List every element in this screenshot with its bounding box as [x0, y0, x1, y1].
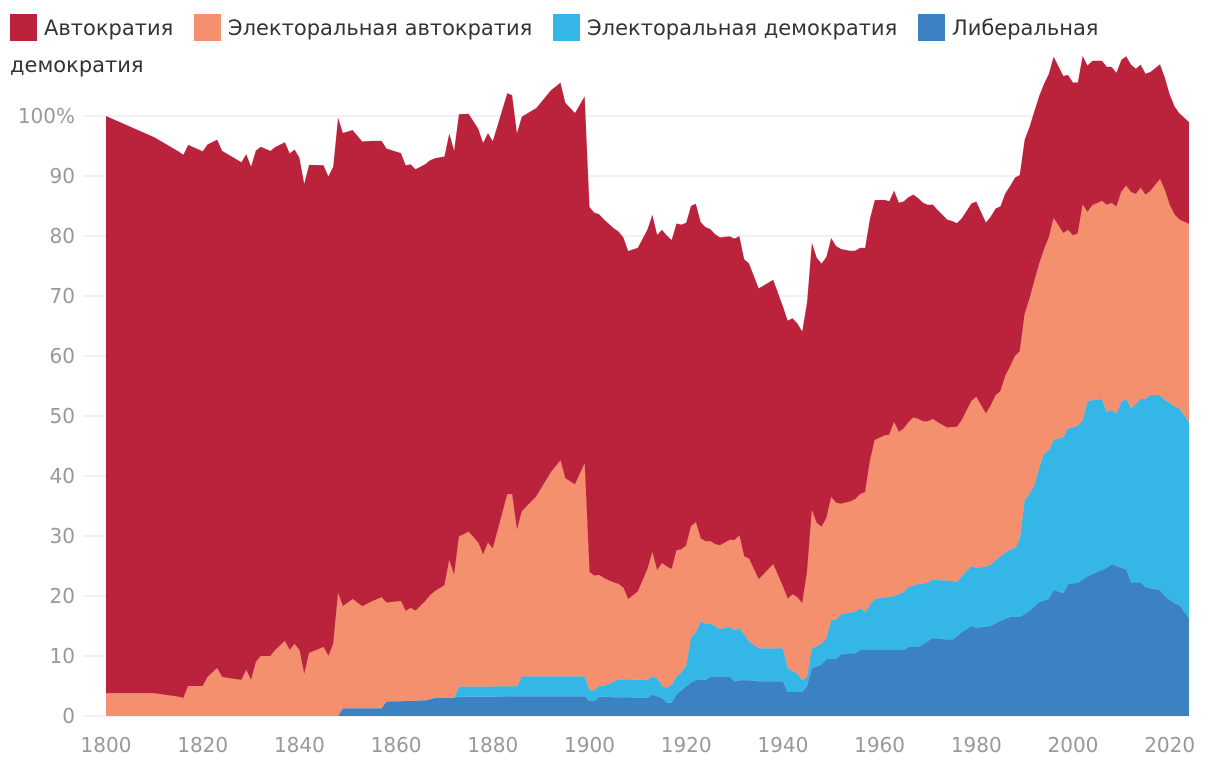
x-tick-label: 1800: [81, 733, 132, 757]
x-tick-label: 1880: [467, 733, 518, 757]
y-tick-label: 50: [50, 404, 75, 428]
area-series: [106, 55, 1189, 716]
x-tick-label: 1940: [757, 733, 808, 757]
legend-label-electoral-democracy: Электоральная демократия: [587, 16, 898, 40]
legend-label-autocracy: Автократия: [44, 16, 174, 40]
legend-label-liberal-democracy: Либеральная демократия: [10, 16, 1099, 77]
y-tick-label: 10: [50, 644, 75, 668]
legend-item-electoral-democracy[interactable]: Электоральная демократия: [553, 14, 898, 41]
x-axis: 1800 1820 1840 1860 1880 1900 1920 1940 1960 1980…: [81, 733, 1196, 757]
y-tick-label: 90: [50, 164, 75, 188]
legend-swatch-electoral-democracy: [553, 14, 581, 41]
legend-swatch-autocracy: [10, 14, 37, 41]
area-liberal-democracy: [106, 564, 1189, 716]
area-electoral-democracy: [106, 395, 1189, 716]
x-tick-label: 1860: [371, 733, 422, 757]
y-tick-label: 0: [62, 704, 75, 728]
y-axis: 0 10 20 30 40 50 60 70 80 90 100%: [18, 104, 75, 728]
y-tick-label: 100%: [18, 104, 75, 128]
y-tick-label: 80: [50, 224, 75, 248]
x-tick-label: 1960: [854, 733, 905, 757]
y-tick-label: 70: [50, 284, 75, 308]
x-tick-label: 1920: [661, 733, 712, 757]
legend-label-electoral-autocracy: Электоральная автократия: [227, 16, 533, 40]
y-tick-label: 30: [50, 524, 75, 548]
legend-swatch-electoral-autocracy: [193, 14, 221, 41]
x-tick-label: 2000: [1048, 733, 1099, 757]
x-tick-label: 2020: [1144, 733, 1195, 757]
chart-legend: Автократия Электоральная автократия Элек…: [10, 10, 1140, 84]
y-tick-label: 40: [50, 464, 75, 488]
area-electoral-autocracy: [106, 179, 1189, 716]
legend-item-electoral-autocracy[interactable]: Электоральная автократия: [193, 14, 533, 41]
legend-swatch-liberal-democracy: [917, 14, 945, 41]
x-tick-label: 1820: [177, 733, 228, 757]
x-tick-label: 1840: [274, 733, 325, 757]
legend-item-autocracy[interactable]: Автократия: [10, 14, 174, 41]
y-tick-label: 20: [50, 584, 75, 608]
x-tick-label: 1900: [564, 733, 615, 757]
area-autocracy: [106, 55, 1189, 698]
legend-item-liberal-democracy[interactable]: Либеральная демократия: [10, 14, 1099, 77]
y-tick-label: 60: [50, 344, 75, 368]
x-tick-label: 1980: [951, 733, 1002, 757]
